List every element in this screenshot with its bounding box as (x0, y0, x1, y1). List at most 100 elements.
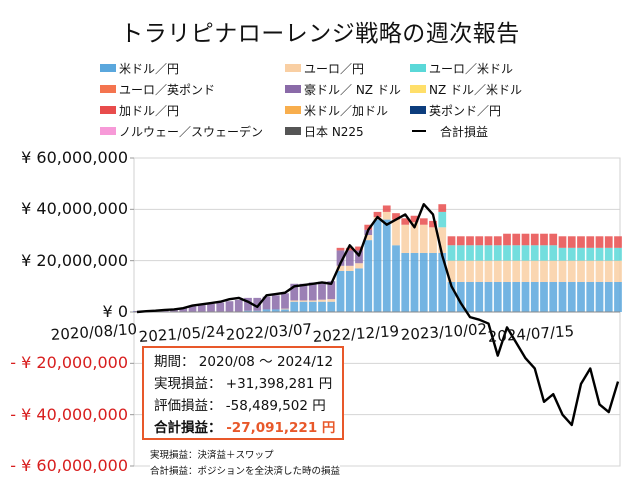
bar-segment (429, 252, 437, 312)
bar-segment (290, 283, 299, 301)
unrealized-label: 評価損益： (154, 398, 222, 414)
summary-realized: 実現損益： +31,398,281 円 (154, 373, 342, 395)
bar-segment (475, 245, 484, 261)
bar-segment (188, 306, 197, 312)
bar-segment (429, 220, 437, 228)
bar-segment (438, 211, 447, 228)
legend-swatch (285, 64, 301, 72)
bar-segment (521, 245, 530, 261)
legend-swatch (100, 64, 116, 72)
bar-segment (540, 281, 548, 312)
legend-item: 英ポンド／円 (410, 102, 501, 118)
y-tick-label: ¥ 40,000,000 (21, 199, 128, 219)
bar-segment (290, 301, 299, 312)
legend-label: 英ポンド／円 (429, 103, 502, 118)
bar-segment (345, 250, 354, 266)
bar-segment (521, 233, 530, 246)
legend-swatch (100, 127, 116, 135)
legend-item: ユーロ／円 (285, 60, 364, 76)
bar-segment (567, 260, 576, 282)
bar-segment (271, 309, 280, 312)
bar-segment (484, 260, 493, 282)
bar-segment (327, 301, 336, 312)
bar-segment (586, 247, 595, 261)
bar-segment (595, 281, 604, 312)
bar-segment (614, 236, 622, 248)
bar-segment (336, 265, 345, 271)
bar-segment (410, 222, 419, 253)
bar-segment (419, 252, 428, 312)
bar-segment (530, 245, 539, 261)
bar-segment (271, 295, 280, 310)
bar-segment (281, 308, 289, 310)
legend-label: 豪ドル／ NZ ドル (304, 82, 401, 97)
bar-segment (419, 224, 428, 253)
realized-label: 実現損益： (154, 376, 222, 392)
bar-segment (364, 224, 373, 230)
bar-segment (604, 247, 613, 261)
bar-segment (558, 281, 567, 312)
bar-segment (577, 260, 585, 282)
legend-item: NZ ドル／米ドル (410, 81, 522, 97)
bar-segment (595, 260, 604, 282)
period-label: 期間： (154, 354, 195, 370)
bar-segment (299, 300, 308, 302)
bar-segment (447, 245, 456, 261)
legend-item: 豪ドル／ NZ ドル (285, 81, 401, 97)
bar-segment (512, 245, 521, 261)
total-label: 合計損益： (154, 420, 222, 436)
bar-segment (419, 218, 428, 225)
bar-segment (503, 260, 511, 282)
bar-segment (466, 236, 474, 246)
bar-segment (512, 281, 521, 312)
bar-segment (244, 310, 252, 312)
bar-segment (382, 219, 391, 312)
legend-label: ユーロ／英ポンド (119, 82, 216, 97)
bar-segment (456, 245, 465, 261)
bar-segment (447, 236, 456, 246)
legend-item: 加ドル／円 (100, 102, 179, 118)
bar-segment (207, 303, 215, 312)
bar-segment (281, 309, 289, 312)
summary-period: 期間： 2020/08 ～ 2024/12 (154, 351, 342, 373)
bar-segment (604, 236, 613, 248)
bar-segment (345, 270, 354, 312)
unrealized-value: -58,489,502 円 (225, 398, 326, 414)
bar-segment (503, 281, 511, 312)
bar-segment (410, 215, 419, 223)
bar-segment (308, 282, 317, 301)
bar-segment (586, 236, 595, 248)
bar-segment (466, 260, 474, 282)
bar-segment (558, 260, 567, 282)
bar-segment (493, 236, 502, 246)
bar-segment (179, 307, 188, 312)
bar-segment (484, 236, 493, 246)
bar-segment (586, 260, 595, 282)
bar-segment (456, 236, 465, 246)
bar-segment (475, 281, 484, 312)
bar-segment (373, 219, 382, 312)
bar-segment (382, 211, 391, 220)
total-value: -27,091,221 円 (226, 420, 336, 436)
legend-label: NZ ドル／米ドル (429, 82, 523, 97)
bar-segment (355, 246, 363, 251)
bar-segment (604, 260, 613, 282)
bar-segment (438, 252, 447, 312)
bar-segment (540, 260, 548, 282)
legend-swatch (285, 85, 301, 93)
bar-segment (327, 281, 336, 300)
y-tick-label: ¥ 0 (102, 302, 128, 321)
bar-segment (484, 245, 493, 261)
bar-segment (447, 281, 456, 312)
bar-segment (567, 281, 576, 312)
bar-segment (484, 281, 493, 312)
bar-segment (253, 310, 262, 312)
bar-segment (308, 300, 317, 302)
bar-segment (225, 301, 234, 312)
bar-segment (392, 213, 400, 220)
legend-swatch (410, 64, 426, 72)
legend-item: ノルウェー／スウェーデン (100, 123, 263, 139)
bar-segment (345, 247, 354, 251)
bar-segment (262, 296, 271, 310)
legend-item: 米ドル／円 (100, 60, 179, 76)
